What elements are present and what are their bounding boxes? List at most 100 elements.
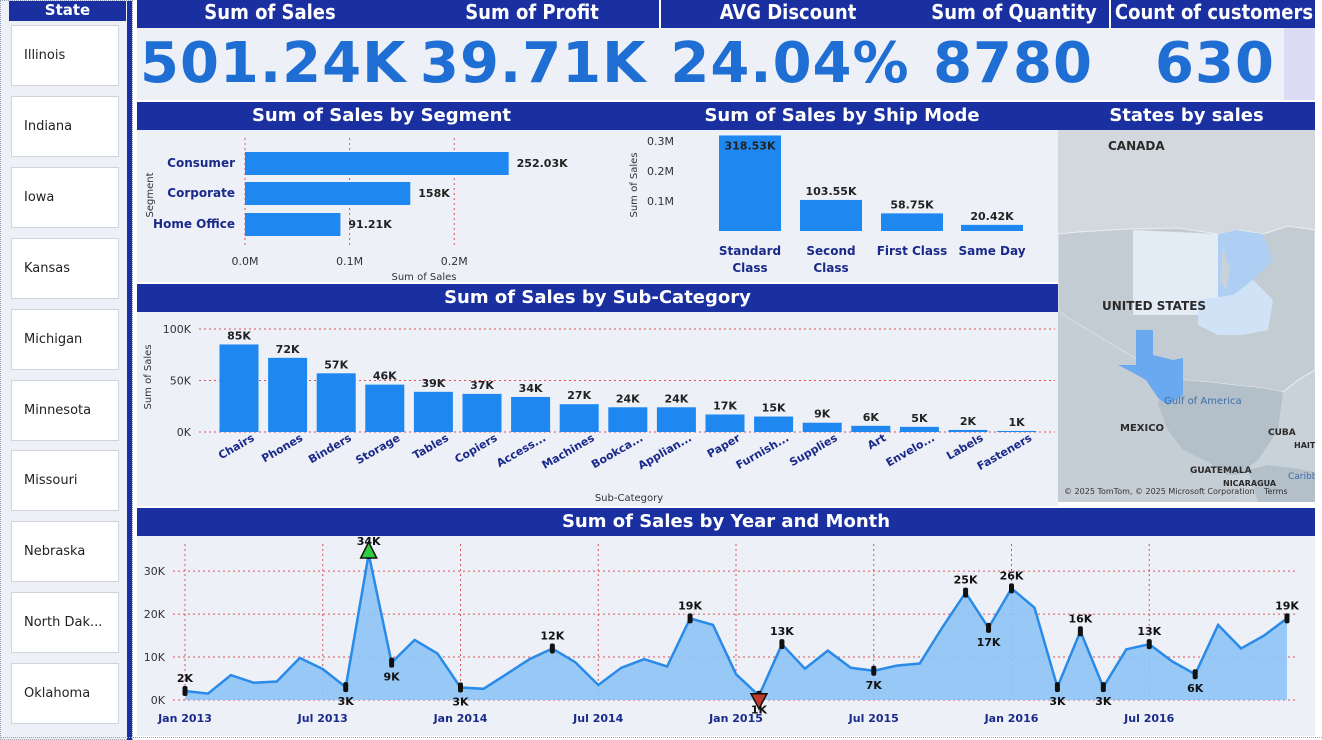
- slicer-item-kansas[interactable]: Kansas: [11, 238, 119, 299]
- subcat-category-label: Phones: [259, 431, 305, 465]
- subcat-bar: [219, 344, 259, 432]
- subcat-data-label: 9K: [814, 408, 831, 421]
- map-label-us: UNITED STATES: [1102, 299, 1206, 313]
- shipmode-y-axis-label: Sum of Sales: [629, 152, 640, 217]
- shipmode-bar: [881, 213, 943, 231]
- trend-data-label: 12K: [540, 629, 564, 642]
- subcat-bar: [413, 391, 453, 432]
- trend-data-label: 1K: [751, 704, 768, 717]
- slicer-item-nebraska[interactable]: Nebraska: [11, 521, 119, 582]
- subcat-bar: [802, 422, 842, 432]
- trend-marker: [963, 587, 969, 598]
- trend-y-tick: 20K: [144, 608, 166, 621]
- segment-category-label: Corporate: [167, 186, 235, 200]
- state-slicer: State Illinois Indiana Iowa Kansas Michi…: [0, 0, 133, 740]
- segment-data-label: 252.03K: [517, 157, 568, 170]
- shipmode-bar: [961, 224, 1023, 231]
- page-border: [0, 737, 1322, 740]
- map-label-haiti: HAITI: [1294, 441, 1315, 450]
- slicer-item-illinois[interactable]: Illinois: [11, 25, 119, 86]
- trend-data-label: 19K: [678, 599, 702, 612]
- trend-x-tick: Jul 2015: [848, 712, 899, 725]
- map-canada-land: [1058, 130, 1315, 234]
- segment-bar: [245, 182, 411, 205]
- trend-min-marker: [749, 692, 769, 711]
- shipmode-data-label: 103.55K: [806, 185, 857, 198]
- map-attribution: © 2025 TomTom, © 2025 Microsoft Corporat…: [1064, 487, 1255, 496]
- kpi-label-sales: Sum of Sales: [204, 0, 336, 24]
- map-label-cuba: CUBA: [1268, 428, 1296, 438]
- subcat-data-label: 27K: [567, 389, 591, 402]
- subcat-y-tick: 100K: [163, 323, 192, 336]
- shipmode-data-label: 58.75K: [890, 198, 934, 211]
- subcat-category-label: Machines: [540, 431, 597, 472]
- subcat-bar: [705, 414, 745, 432]
- trend-data-label: 17K: [977, 636, 1001, 649]
- subcat-bar: [997, 430, 1037, 432]
- trend-marker: [1054, 682, 1060, 693]
- subcat-bar: [948, 429, 988, 432]
- trend-marker: [871, 665, 877, 676]
- kpi-value-quantity: 8780: [933, 31, 1093, 96]
- shipmode-category-label: Second: [806, 244, 855, 258]
- segment-x-axis-label: Sum of Sales: [391, 272, 456, 282]
- trend-data-label: 13K: [1137, 625, 1161, 638]
- trend-x-tick: Jul 2014: [572, 712, 623, 725]
- kpi-values-band: [137, 28, 1315, 100]
- map-mexico-land: [1058, 310, 1238, 502]
- map-label-canada: CANADA: [1108, 139, 1165, 153]
- segment-data-label: 158K: [418, 187, 450, 200]
- map-gulf-water: [1158, 375, 1283, 475]
- slicer-item-iowa[interactable]: Iowa: [11, 167, 119, 228]
- shipmode-chart-panel: [626, 102, 1058, 282]
- trend-data-label: 25K: [954, 574, 978, 587]
- segment-x-tick: 0.1M: [336, 255, 363, 268]
- shipmode-category-label: Class: [813, 261, 848, 275]
- trend-marker: [986, 622, 992, 633]
- slicer-item-indiana[interactable]: Indiana: [11, 96, 119, 157]
- trend-y-tick: 10K: [144, 651, 166, 664]
- subcat-bar: [462, 393, 502, 432]
- map-state-region-lakes: [1218, 230, 1273, 300]
- shipmode-category-label: First Class: [877, 244, 948, 258]
- subcat-category-label: Furnish...: [734, 431, 791, 472]
- trend-marker: [1009, 583, 1014, 594]
- subcat-category-label: Storage: [353, 431, 402, 467]
- slicer-item-north-dakota[interactable]: North Dak...: [11, 592, 119, 653]
- map-label-caribbean: Caribb: [1288, 472, 1315, 482]
- kpi-value-sales: 501.24K: [140, 31, 407, 96]
- trend-x-tick: Jan 2016: [984, 712, 1039, 725]
- segment-data-label: 91.21K: [348, 218, 392, 231]
- slicer-scrollbar[interactable]: [127, 1, 132, 740]
- slicer-item-minnesota[interactable]: Minnesota: [11, 380, 119, 441]
- slicer-item-missouri[interactable]: Missouri: [11, 450, 119, 511]
- slicer-item-michigan[interactable]: Michigan: [11, 309, 119, 370]
- trend-data-label: 3K: [1095, 695, 1112, 708]
- slicer-item-oklahoma[interactable]: Oklahoma: [11, 663, 119, 724]
- trend-marker: [1146, 639, 1152, 650]
- segment-bar: [245, 152, 509, 175]
- subcat-bar: [754, 416, 794, 432]
- trend-data-label: 9K: [384, 671, 401, 684]
- subcat-x-axis-label: Sub-Category: [595, 493, 663, 504]
- map-state-region-north: [1133, 230, 1218, 315]
- map-lake-michigan: [1220, 248, 1230, 290]
- shipmode-category-label: Same Day: [958, 244, 1025, 258]
- subcat-data-label: 37K: [470, 379, 494, 392]
- subcat-bar: [899, 426, 939, 432]
- map-terms-link[interactable]: Terms: [1263, 487, 1288, 496]
- segment-x-tick: 0.0M: [232, 255, 259, 268]
- trend-y-tick: 30K: [144, 565, 166, 578]
- subcat-category-label: Bookca...: [589, 431, 645, 471]
- subcat-data-label: 39K: [421, 377, 445, 390]
- shipmode-category-label: Class: [732, 261, 767, 275]
- trend-x-tick: Jan 2013: [157, 712, 212, 725]
- slicer-title: State: [9, 1, 126, 21]
- trend-x-tick: Jan 2015: [708, 712, 763, 725]
- trend-data-label: 13K: [770, 625, 794, 638]
- map-caribbean-water: [1248, 465, 1315, 502]
- states-map[interactable]: CANADA UNITED STATES Gulf of America MEX…: [1058, 130, 1315, 502]
- kpi-value-discount: 24.04%: [670, 31, 910, 96]
- segment-y-axis-label: Segment: [145, 172, 156, 217]
- trend-max-marker: [359, 540, 378, 559]
